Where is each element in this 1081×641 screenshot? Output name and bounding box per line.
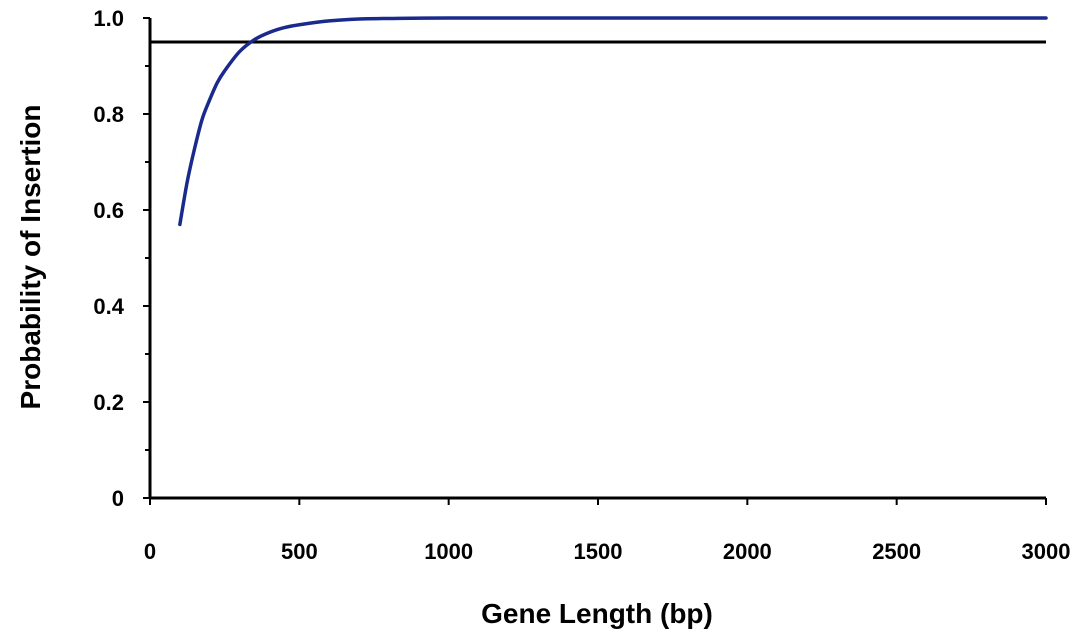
x-tick-label: 2500 (872, 539, 921, 564)
series-line (178, 16, 1048, 227)
x-tick-label: 500 (281, 539, 318, 564)
y-tick-label: 0.2 (93, 390, 124, 415)
x-tick-label: 1500 (574, 539, 623, 564)
y-axis-title: Probability of Insertion (15, 105, 46, 410)
y-tick-label: 0 (112, 486, 124, 511)
y-tick-label: 0.4 (93, 294, 124, 319)
y-tick-label: 1.0 (93, 6, 124, 31)
x-tick-label: 0 (144, 539, 156, 564)
plot-area: 0 0.2 0.4 0.6 0.8 1.0 0 500 1000 1500 2000 2500 3000 (93, 6, 1070, 564)
x-tick-label: 1000 (424, 539, 473, 564)
x-axis-title: Gene Length (bp) (481, 598, 713, 629)
x-tick-label: 2000 (723, 539, 772, 564)
y-tick-label: 0.8 (93, 102, 124, 127)
y-tick-label: 0.6 (93, 198, 124, 223)
x-tick-label: 3000 (1022, 539, 1071, 564)
